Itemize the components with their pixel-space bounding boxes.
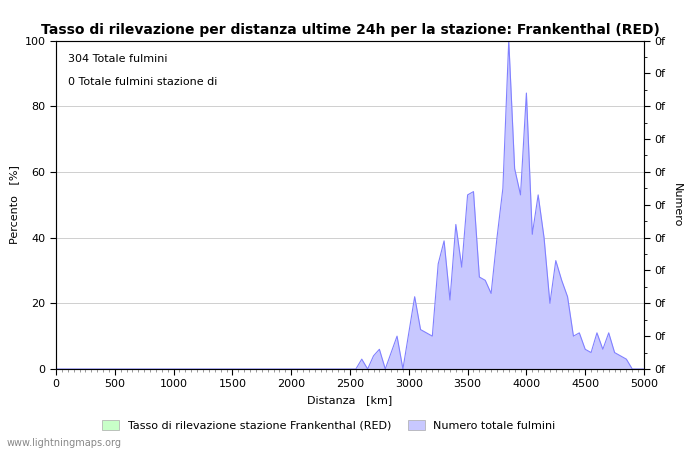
Y-axis label: Numero: Numero (672, 183, 682, 227)
Title: Tasso di rilevazione per distanza ultime 24h per la stazione: Frankenthal (RED): Tasso di rilevazione per distanza ultime… (41, 22, 659, 36)
Text: 304 Totale fulmini: 304 Totale fulmini (68, 54, 167, 63)
X-axis label: Distanza   [km]: Distanza [km] (307, 395, 393, 405)
Legend: Tasso di rilevazione stazione Frankenthal (RED), Numero totale fulmini: Tasso di rilevazione stazione Frankentha… (98, 416, 560, 436)
Text: www.lightningmaps.org: www.lightningmaps.org (7, 438, 122, 448)
Text: 0 Totale fulmini stazione di: 0 Totale fulmini stazione di (68, 76, 217, 87)
Y-axis label: Percento   [%]: Percento [%] (9, 165, 19, 244)
